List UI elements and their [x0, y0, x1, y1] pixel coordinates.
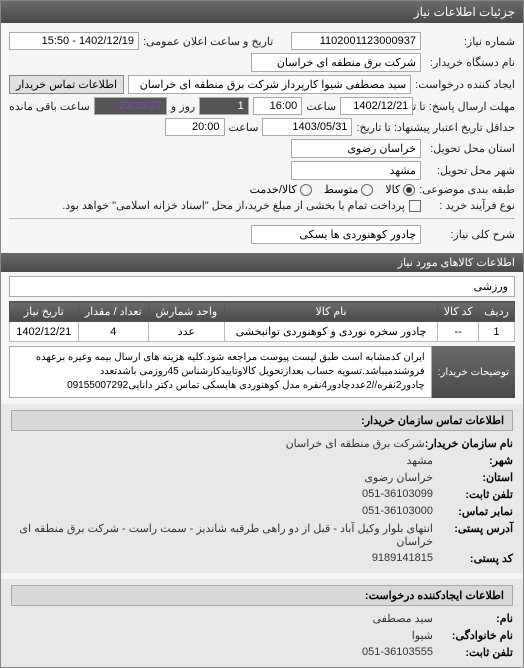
table-row: 1 -- چادور سخره نوردی و کوهنوردی توانبخش… — [10, 322, 515, 342]
budget-radio-3[interactable]: کالا/خدمت — [250, 183, 312, 196]
buyer-province: خراسان رضوی — [364, 471, 433, 484]
budget-radio-1[interactable]: کالا — [385, 183, 415, 196]
validity-label: حداقل تاریخ اعتبار پیشنهاد: تا تاریخ: — [356, 121, 515, 134]
buyer-addr: انتهای بلوار وکیل آباد - قبل از دو راهی … — [11, 522, 433, 548]
creator-phone: 051-36103555 — [362, 646, 433, 659]
col-date: تاریخ نیاز — [10, 302, 79, 322]
buyer-city-label: شهر: — [433, 454, 513, 467]
title-field: چادور کوهنوردی ها یسکی — [251, 225, 421, 244]
validity-date-field: 1403/05/31 — [262, 118, 352, 136]
goods-table: ردیف کد کالا نام کالا واحد شمارش تعداد /… — [9, 301, 515, 342]
deadline-hour-field: 16:00 — [253, 97, 302, 115]
buyer-fax: 051-36103000 — [362, 505, 433, 518]
cell-name: چادور سخره نوردی و کوهنوردی توانبخشی — [224, 322, 438, 342]
divider — [9, 218, 515, 219]
cell-date: 1402/12/21 — [10, 322, 79, 342]
radio-label-1: کالا — [385, 183, 400, 196]
creator-lname-label: نام خانوادگی: — [433, 629, 513, 642]
req-number-label: شماره نیاز: — [425, 35, 515, 48]
col-qty: تعداد / مقدار — [78, 302, 148, 322]
radio-label-3: کالا/خدمت — [250, 183, 297, 196]
buyer-phone-label: تلفن ثابت: — [433, 488, 513, 501]
buyer-org-label: نام سازمان خریدار: — [425, 437, 513, 450]
req-number-field: 1102001123000937 — [291, 32, 421, 50]
cell-unit: عدد — [149, 322, 225, 342]
deadline-label: مهلت ارسال پاسخ: تا تاریخ: — [417, 100, 515, 113]
deadline-date-field: 1402/12/21 — [340, 97, 413, 115]
cell-code: -- — [438, 322, 479, 342]
description-box: توضیحات خریدار: ایران کدمشابه است طبق لی… — [9, 346, 515, 398]
creator-name: سید مصطفی — [372, 612, 433, 625]
org-name-label: نام دستگاه خریدار: — [425, 56, 515, 69]
remain-days-field: 1 — [199, 97, 248, 115]
form-section: شماره نیاز: 1102001123000937 تاریخ و ساع… — [1, 23, 523, 253]
org-name-field: شرکت برق منطقه ای خراسان — [251, 53, 421, 72]
buyer-addr-label: آدرس پستی: — [433, 522, 513, 548]
col-unit: واحد شمارش — [149, 302, 225, 322]
cell-row: 1 — [478, 322, 514, 342]
creator-phone-label: تلفن ثابت: — [433, 646, 513, 659]
remain-days-label: روز و — [171, 100, 195, 113]
buyer-phone: 051-36103099 — [362, 488, 433, 501]
radio-icon — [300, 184, 312, 196]
validity-hour-label: ساعت — [229, 121, 259, 134]
window-title: جزئیات اطلاعات نیاز — [1, 1, 523, 23]
col-code: کد کالا — [438, 302, 479, 322]
budget-radios: کالا متوسط کالا/خدمت — [250, 183, 416, 196]
buyer-postal: 9189141815 — [372, 552, 433, 565]
process-text: پرداخت تمام یا بخشی از مبلغ خرید،از محل … — [9, 199, 405, 212]
col-row: ردیف — [478, 302, 514, 322]
creator-label: ایجاد کننده درخواست: — [415, 78, 515, 91]
validity-hour-field: 20:00 — [165, 118, 225, 136]
process-checkbox[interactable] — [409, 200, 421, 212]
location-label: استان محل تحویل: — [425, 142, 515, 155]
budget-label: طبقه بندی موضوعی: — [419, 183, 515, 196]
buyer-contact-header: اطلاعات تماس سازمان خریدار: — [11, 410, 513, 431]
location-field: خراسان رضوی — [291, 139, 421, 158]
creator-field: سید مصطفی شیوا کارپرداز شرکت برق منطقه ا… — [128, 75, 411, 94]
contact-buyer-button[interactable]: اطلاعات تماس خریدار — [9, 75, 124, 94]
public-time-field: 1402/12/19 - 15:50 — [9, 32, 139, 50]
city-label: شهر محل تحویل: — [425, 164, 515, 177]
goods-header: اطلاعات کالاهای مورد نیاز — [1, 253, 523, 272]
buyer-postal-label: کد پستی: — [433, 552, 513, 565]
creator-contact-header: اطلاعات ایجادکننده درخواست: — [11, 585, 513, 606]
buyer-city: مشهد — [406, 454, 433, 467]
col-name: نام کالا — [224, 302, 438, 322]
remain-time-field: 23:30:37 — [94, 97, 167, 115]
buyer-contact-section: اطلاعات تماس سازمان خریدار: نام سازمان خ… — [1, 404, 523, 573]
desc-content: ایران کدمشابه است طبق لیست پیوست مراجعه … — [9, 346, 432, 398]
radio-icon — [361, 184, 373, 196]
creator-lname: شیوا — [412, 629, 433, 642]
details-window: جزئیات اطلاعات نیاز شماره نیاز: 11020011… — [0, 0, 524, 668]
creator-name-label: نام: — [433, 612, 513, 625]
city-field: مشهد — [291, 161, 421, 180]
deadline-hour-label: ساعت — [306, 100, 336, 113]
cell-qty: 4 — [78, 322, 148, 342]
category-field: ورزشی — [9, 276, 515, 297]
budget-radio-2[interactable]: متوسط — [324, 183, 374, 196]
process-label: نوع فرآیند خرید : — [425, 199, 515, 212]
radio-label-2: متوسط — [324, 183, 359, 196]
remain-suffix: ساعت باقی مانده — [9, 100, 90, 113]
desc-label: توضیحات خریدار: — [432, 346, 515, 398]
title-label: شرح کلی نیاز: — [425, 228, 515, 241]
creator-contact-section: اطلاعات ایجادکننده درخواست: نام: سید مصط… — [1, 579, 523, 667]
buyer-fax-label: نمابر تماس: — [433, 505, 513, 518]
buyer-org: شرکت برق منطقه ای خراسان — [286, 437, 425, 450]
public-time-label: تاریخ و ساعت اعلان عمومی: — [143, 35, 273, 48]
buyer-province-label: استان: — [433, 471, 513, 484]
radio-icon — [403, 184, 415, 196]
